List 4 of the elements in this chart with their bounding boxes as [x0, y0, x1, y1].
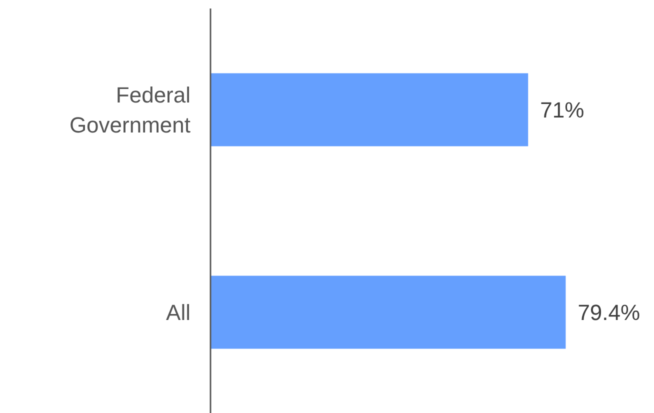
data-label: 71%: [540, 97, 584, 122]
y-tick-label: All: [166, 300, 191, 325]
data-label: 79.4%: [578, 300, 640, 325]
y-tick-label: Federal Government: [69, 82, 191, 138]
